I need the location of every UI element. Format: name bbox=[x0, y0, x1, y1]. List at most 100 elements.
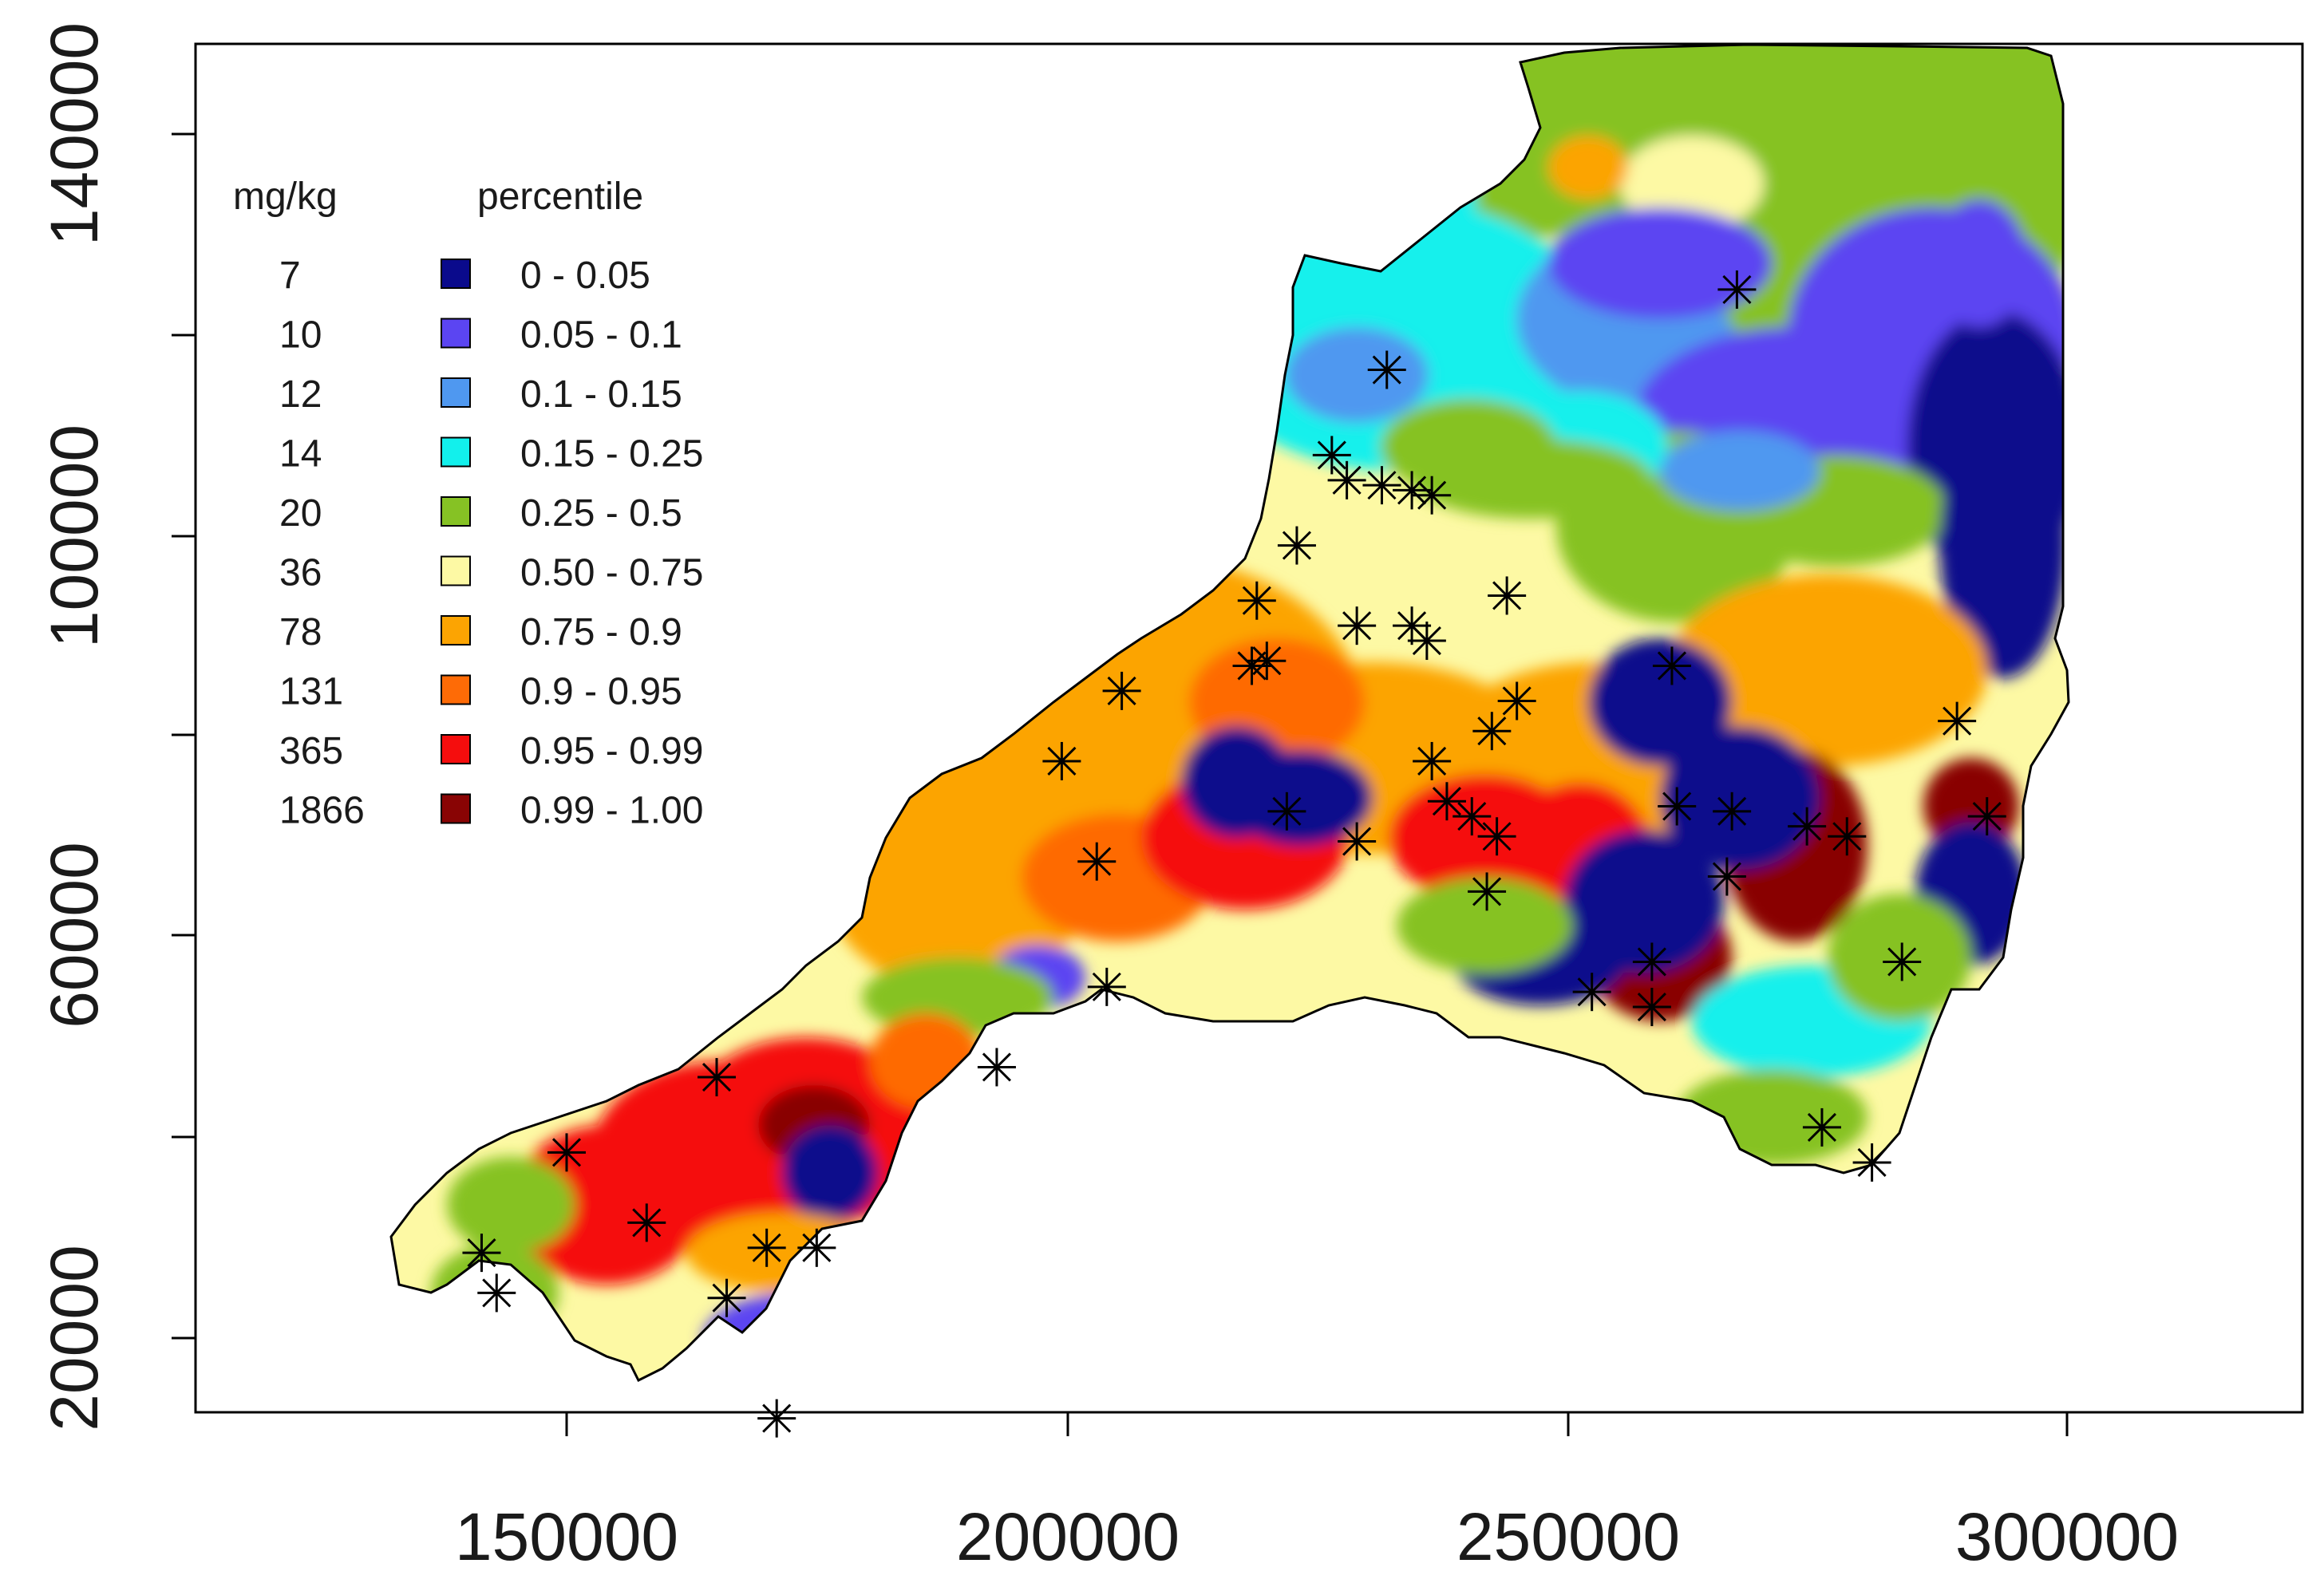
sample-point-marker bbox=[1267, 792, 1306, 831]
sample-point-marker bbox=[1362, 466, 1401, 505]
sample-point-marker bbox=[757, 1399, 796, 1438]
land-surface bbox=[391, 45, 2069, 1380]
sample-point-marker bbox=[1247, 642, 1286, 681]
sample-point-marker bbox=[1102, 671, 1141, 710]
legend-swatch bbox=[441, 377, 471, 408]
surface-patch bbox=[1620, 136, 1764, 231]
legend-swatch bbox=[441, 318, 471, 349]
sample-point-marker bbox=[1632, 942, 1671, 981]
sample-point-marker bbox=[1707, 857, 1746, 896]
sample-point-marker bbox=[1477, 817, 1516, 856]
legend-item: 14 0.15 - 0.25 bbox=[279, 433, 704, 476]
legend-value: 1866 bbox=[279, 790, 365, 832]
sample-point-marker bbox=[1237, 581, 1276, 620]
x-tick-label-200000: 200000 bbox=[956, 1499, 1180, 1574]
y-tick-label-20000: 20000 bbox=[37, 1245, 112, 1431]
sample-point-marker bbox=[1452, 797, 1492, 836]
surface-patch bbox=[1588, 638, 1732, 766]
legend-item: 10 0.05 - 0.1 bbox=[279, 314, 682, 357]
sample-point-marker bbox=[1497, 681, 1536, 720]
legend-item: 36 0.50 - 0.75 bbox=[279, 552, 704, 594]
legend-value: 12 bbox=[279, 373, 322, 416]
sample-point-marker bbox=[1717, 270, 1757, 309]
legend-value: 7 bbox=[279, 255, 301, 297]
sample-point-marker bbox=[1713, 792, 1752, 831]
sample-point-marker bbox=[1802, 1107, 1841, 1147]
legend-range: 0.25 - 0.5 bbox=[520, 492, 682, 535]
sample-point-marker bbox=[977, 1048, 1016, 1087]
sample-point-marker bbox=[1393, 471, 1432, 510]
sample-point-marker bbox=[1232, 646, 1271, 685]
legend-range: 0.1 - 0.15 bbox=[520, 373, 682, 416]
sample-point-marker bbox=[1938, 701, 1977, 740]
legend-value: 78 bbox=[279, 611, 322, 653]
legend-range: 0.50 - 0.75 bbox=[520, 552, 704, 594]
legend-item: 20 0.25 - 0.5 bbox=[279, 492, 682, 535]
surface-patch bbox=[511, 1125, 702, 1285]
sample-point-marker bbox=[698, 1058, 736, 1097]
surface-patch bbox=[1548, 207, 1772, 319]
sample-point-marker bbox=[1077, 842, 1117, 881]
legend-swatch bbox=[441, 734, 471, 764]
sample-point-marker bbox=[1488, 576, 1527, 615]
y-tick-label-140000: 140000 bbox=[37, 22, 112, 246]
legend-item: 12 0.1 - 0.15 bbox=[279, 373, 682, 416]
legend-swatch bbox=[441, 555, 471, 586]
legend-item: 1866 0.99 - 1.00 bbox=[279, 790, 704, 832]
surface-patch bbox=[830, 798, 1085, 989]
sample-point-marker bbox=[1407, 622, 1446, 661]
sample-point-marker bbox=[1883, 942, 1922, 981]
legend-value: 36 bbox=[279, 552, 322, 594]
sample-point-marker bbox=[1327, 460, 1366, 499]
sample-points-layer bbox=[462, 270, 2006, 1438]
sample-point-marker bbox=[477, 1273, 516, 1313]
legend-item: 365 0.95 - 0.99 bbox=[279, 730, 704, 772]
y-tick-label-100000: 100000 bbox=[37, 424, 112, 648]
sample-point-marker bbox=[1042, 741, 1081, 780]
legend-percentile-header: percentile bbox=[477, 176, 643, 218]
legend-range: 0.75 - 0.9 bbox=[520, 611, 682, 653]
legend-swatch bbox=[441, 615, 471, 645]
legend: mg/kg percentile 7 0 - 0.05 10 0.05 - 0.1 12… bbox=[233, 176, 704, 832]
surface-patch bbox=[1413, 439, 1652, 519]
sample-point-marker bbox=[547, 1133, 586, 1172]
legend-range: 0.05 - 0.1 bbox=[520, 314, 682, 357]
sample-point-marker bbox=[707, 1278, 746, 1317]
legend-swatch bbox=[441, 496, 471, 527]
legend-range: 0 - 0.05 bbox=[520, 255, 650, 297]
surface-patch bbox=[1828, 894, 1971, 1021]
sample-point-marker bbox=[1468, 872, 1507, 911]
surface-patch bbox=[1285, 327, 1429, 423]
legend-range: 0.9 - 0.95 bbox=[520, 671, 682, 713]
legend-swatch bbox=[441, 674, 471, 705]
sample-point-marker bbox=[1472, 712, 1512, 751]
sample-point-marker bbox=[1338, 606, 1377, 645]
surface-patch bbox=[1939, 407, 2067, 678]
sample-point-marker bbox=[627, 1203, 666, 1242]
axes: 150000 200000 250000 300000 20000 60000 … bbox=[37, 22, 2179, 1574]
y-tick-label-60000: 60000 bbox=[37, 842, 112, 1028]
legend-item: 78 0.75 - 0.9 bbox=[279, 611, 682, 653]
x-tick-label-150000: 150000 bbox=[455, 1499, 678, 1574]
legend-value: 365 bbox=[279, 730, 343, 772]
legend-range: 0.99 - 1.00 bbox=[520, 790, 704, 832]
surface-patch bbox=[1660, 726, 1820, 870]
surface-patch bbox=[1181, 726, 1293, 838]
legend-value: 20 bbox=[279, 492, 322, 535]
sample-point-marker bbox=[1087, 967, 1126, 1006]
legend-range: 0.95 - 0.99 bbox=[520, 730, 704, 772]
x-tick-label-300000: 300000 bbox=[1955, 1499, 2179, 1574]
surface-patch bbox=[1397, 878, 1572, 973]
legend-value: 14 bbox=[279, 433, 322, 476]
sample-point-marker bbox=[1632, 988, 1671, 1027]
sample-point-marker bbox=[747, 1228, 786, 1267]
legend-swatch bbox=[441, 793, 471, 824]
legend-swatch bbox=[441, 259, 471, 289]
sample-point-marker bbox=[1338, 822, 1377, 861]
legend-value: 10 bbox=[279, 314, 322, 357]
sample-point-marker bbox=[1572, 973, 1611, 1012]
surface-patch bbox=[1548, 136, 1628, 199]
sample-point-marker bbox=[1413, 476, 1452, 515]
sample-point-marker bbox=[1312, 436, 1351, 475]
